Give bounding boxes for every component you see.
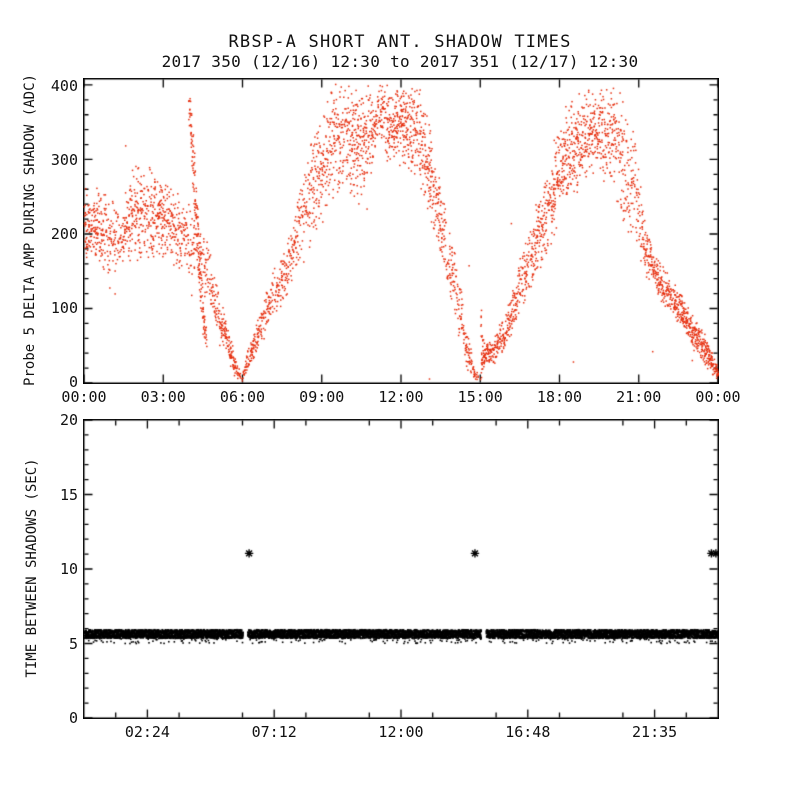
bottom-panel-x-tick-label: 21:35 [632,723,678,741]
bottom-panel-y-tick-label: 10 [59,560,78,578]
bottom-panel-y-tick-label: 20 [59,411,78,429]
bottom-panel-x-tick-label: 07:12 [251,723,297,741]
bottom-panel-scatter-plot [83,419,719,719]
bottom-panel-y-tick-label: 5 [68,634,78,653]
top-panel-x-tick-label: 21:00 [616,388,662,406]
bottom-panel-y-tick-label: 0 [68,709,78,727]
top-panel-y-tick-label: 300 [50,150,78,169]
top-panel-y-tick-label: 200 [50,224,78,243]
top-panel-x-tick-label: 06:00 [219,388,266,406]
chart-subtitle: 2017 350 (12/16) 12:30 to 2017 351 (12/1… [161,52,639,71]
top-panel-y-tick-label: 100 [50,298,78,317]
top-panel-scatter-plot [83,78,719,384]
top-panel-x-tick-label: 00:00 [61,388,107,406]
top-panel-x-tick-label: 03:00 [140,388,186,406]
bottom-panel-y-tick-label: 15 [59,485,78,504]
top-panel-x-tick-label: 15:00 [457,388,503,406]
top-panel-x-tick-label: 09:00 [299,388,345,406]
bottom-panel-x-tick-label: 02:24 [124,723,170,741]
top-panel-x-tick-label: 12:00 [378,388,424,406]
chart-title: RBSP-A SHORT ANT. SHADOW TIMES [228,32,572,52]
bottom-panel-x-tick-label: 12:00 [378,723,424,741]
top-panel-y-tick-label: 0 [68,373,78,391]
bottom-panel-x-tick-label: 16:48 [505,723,551,741]
top-panel-y-tick-label: 400 [50,76,78,95]
top-panel-x-tick-label: 18:00 [536,388,583,406]
top-panel-x-tick-label: 00:00 [695,388,741,406]
